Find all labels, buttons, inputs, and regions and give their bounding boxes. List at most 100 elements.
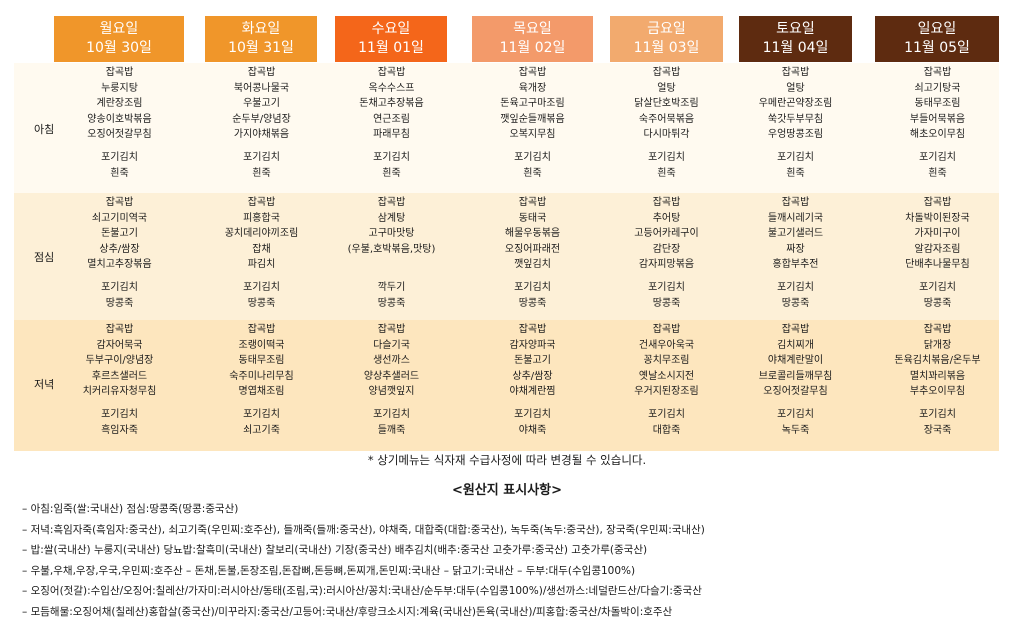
day-label: 금요일: [647, 21, 686, 37]
menu-item: 우메란곤약장조림: [758, 98, 833, 110]
menu-item: 땅콩죽: [652, 297, 681, 309]
menu-item: 야채죽: [518, 424, 547, 436]
menu-item: 잡곡밥: [377, 67, 406, 78]
menu-item: 계란장조림: [96, 98, 143, 110]
spacer: [65, 400, 174, 407]
menu-item: 홍합부추전: [772, 259, 819, 271]
menu-item: 우거지된장조림: [634, 386, 699, 398]
menu-item: 잡곡밥: [105, 67, 134, 78]
date-label: 11월 02일: [499, 40, 566, 56]
lunch-menu-day-2: 잡곡밥 피홍합국 꽁치데리야끼조림 잡채 파김치 포기김치 땅콩죽: [207, 195, 316, 311]
spacer: [478, 143, 587, 150]
menu-item: 잡곡밥: [518, 67, 547, 78]
menu-item: 꽁치데리야끼조림: [224, 228, 299, 240]
menu-item: 포기김치: [777, 151, 814, 163]
menu-item: 돈육고구마조림: [500, 98, 565, 110]
menu-item: 포기김치: [373, 151, 410, 163]
date-label: 11월 03일: [633, 40, 700, 56]
spacer: [207, 273, 316, 280]
menu-item: 포기김치: [919, 281, 956, 293]
menu-item: 감단장: [652, 243, 681, 255]
menu-item: 차돌박이된장국: [905, 212, 970, 224]
menu-item: 잡곡밥: [377, 324, 406, 335]
lunch-menu-day-5: 잡곡밥 추어탕 고등어카레구이 감단장 감자피망볶음 포기김치 땅콩죽: [612, 195, 721, 311]
origin-line: – 아침:임죽(쌀:국내산) 점심:땅콩죽(땅콩:중국산): [22, 503, 239, 515]
day-label: 수요일: [371, 21, 411, 37]
day-header-tue: 화요일 10월 31일: [205, 16, 317, 62]
menu-item: 닭개장: [923, 339, 952, 351]
menu-item: 포기김치: [514, 281, 551, 293]
breakfast-menu-day-4: 잡곡밥 육개장 돈육고구마조림 깻잎순들깨볶음 오복지무침 포기김치 흰죽: [478, 65, 587, 181]
menu-item: 녹두죽: [781, 424, 810, 436]
menu-item: 포기김치: [243, 281, 280, 293]
menu-item: 잡곡밥: [781, 324, 810, 335]
lunch-menu-day-3: 잡곡밥 삼계탕 고구마맛탕 (우불,호박볶음,맛탕) 깍두기 땅콩죽: [337, 195, 446, 311]
menu-item: 야채계란말이: [767, 355, 824, 367]
day-header-sat: 토요일 11월 04일: [739, 16, 852, 62]
menu-item: 잡곡밥: [923, 197, 952, 208]
dinner-menu-day-6: 잡곡밥 김치찌개 야채계란말이 브로콜리들깨무침 오징어젓갈무침 포기김치 녹두죽: [741, 322, 850, 438]
menu-item: 오징어파래전: [504, 243, 561, 255]
menu-item: 잡곡밥: [923, 67, 952, 78]
menu-item: 포기김치: [101, 281, 138, 293]
menu-item: 포기김치: [648, 281, 685, 293]
menu-item: 포기김치: [101, 151, 138, 163]
menu-item: 해초오이무침: [909, 129, 966, 141]
menu-item: 후르츠샐러드: [91, 370, 148, 382]
spacer: [337, 400, 446, 407]
menu-item: 포기김치: [101, 408, 138, 420]
menu-item: 포기김치: [514, 408, 551, 420]
menu-item: 포기김치: [777, 408, 814, 420]
menu-item: 동태국: [518, 212, 547, 224]
day-header-wed: 수요일 11월 01일: [335, 16, 447, 62]
day-header-mon: 월요일 10월 30일: [54, 16, 184, 62]
menu-item: (우불,호박볶음,맛탕): [347, 243, 436, 255]
menu-item: 해물우동볶음: [504, 228, 561, 240]
menu-item: [337, 257, 446, 273]
menu-item: 피홍합국: [243, 212, 280, 224]
menu-item: 부들어묵볶음: [909, 113, 966, 125]
day-header-thu: 목요일 11월 02일: [472, 16, 593, 62]
menu-item: 숙주미나리무침: [229, 370, 294, 382]
origin-line: – 밥:쌀(국내산) 누룽지(국내산) 당뇨밥:찰흑미(국내산) 찰보리(국내산…: [22, 544, 648, 556]
menu-item: 북어콩나물국: [233, 82, 290, 94]
spacer: [207, 400, 316, 407]
menu-item: 오징어젓갈무침: [763, 386, 828, 398]
day-label: 일요일: [917, 21, 957, 37]
menu-item: 가지야채볶음: [233, 129, 290, 141]
menu-item: 포기김치: [373, 408, 410, 420]
menu-item: 추어탕: [652, 212, 681, 224]
menu-item: 알감자조림: [914, 243, 961, 255]
menu-item: 우엉땅콩조림: [767, 129, 824, 141]
menu-item: 양념깻잎지: [368, 386, 415, 398]
menu-item: 돈불고기: [101, 228, 138, 240]
date-label: 11월 05일: [904, 40, 970, 56]
menu-item: 멸치꽈리볶음: [909, 370, 966, 382]
menu-item: 브로콜리들깨무침: [758, 370, 833, 382]
menu-item: 짜장: [786, 243, 805, 255]
spacer: [612, 273, 721, 280]
menu-item: 동태무조림: [914, 98, 961, 110]
menu-item: 야채계란찜: [509, 386, 556, 398]
menu-item: 닭살단호박조림: [634, 98, 699, 110]
menu-item: 멸치고추장볶음: [87, 259, 152, 271]
menu-item: 고구마맛탕: [368, 228, 415, 240]
origin-line: – 우불,우채,우장,우국,우민찌:호주산 – 돈채,돈불,돈장조림,돈잡뼈,돈…: [22, 564, 636, 577]
menu-item: 다시마튀각: [643, 129, 690, 141]
menu-item: 꽁치무조림: [643, 355, 690, 367]
menu-item: 부추오이무침: [909, 386, 966, 398]
menu-item: 흰죽: [252, 167, 271, 179]
date-label: 11월 01일: [358, 40, 424, 56]
menu-item: 명엽채조림: [238, 386, 285, 398]
lunch-menu-day-7: 잡곡밥 차돌박이된장국 가자미구이 알감자조림 단배추나물무침 포기김치 땅콩죽: [883, 195, 992, 311]
spacer: [741, 273, 850, 280]
lunch-menu-day-1: 잡곡밥 쇠고기미역국 돈불고기 상추/쌈장 멸치고추장볶음 포기김치 땅콩죽: [65, 195, 174, 311]
dinner-menu-day-3: 잡곡밥 다슬기국 생선까스 양상추샐러드 양념깻잎지 포기김치 들깨죽: [337, 322, 446, 438]
menu-item: 건새우아욱국: [638, 339, 695, 351]
menu-item: 잡곡밥: [247, 197, 276, 208]
menu-item: 고등어카레구이: [634, 228, 699, 240]
menu-item: 감자양파국: [509, 339, 556, 351]
menu-item: 치커리유자청무침: [82, 386, 157, 398]
menu-item: 누룽지탕: [101, 82, 138, 94]
menu-item: 깍두기: [377, 281, 406, 293]
